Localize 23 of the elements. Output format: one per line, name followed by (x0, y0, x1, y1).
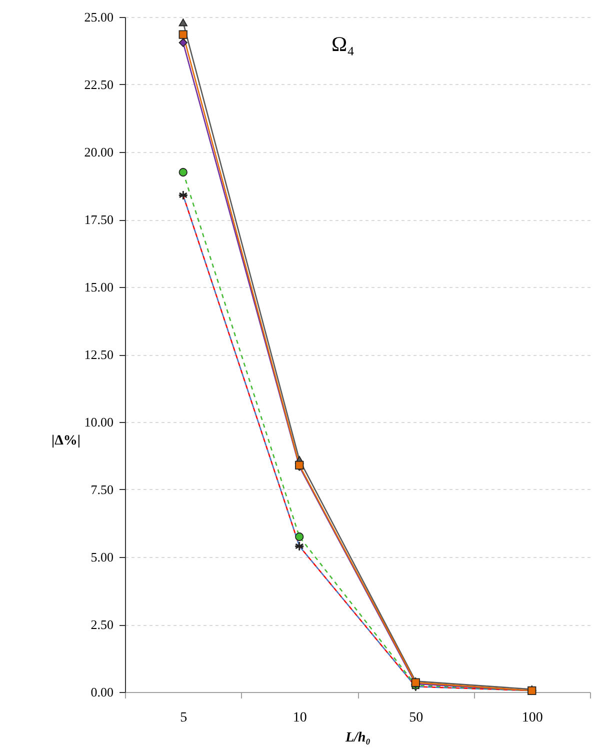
x-tick-label: 100 (522, 710, 543, 726)
point (178, 18, 188, 26)
point (295, 532, 304, 542)
y-tick-label: 7.50 (90, 482, 114, 497)
y-tick-label: 12.50 (84, 347, 114, 362)
y-tick-label: 0.00 (90, 684, 114, 700)
x-axis-title: L/h₀ (344, 730, 371, 746)
x-tick-label: 5 (180, 710, 188, 726)
y-tick-label: 22.50 (84, 77, 114, 92)
point (178, 38, 188, 47)
y-tick-label: 15.00 (84, 280, 114, 294)
point (178, 168, 188, 177)
y-tick-label: 17.50 (84, 212, 114, 227)
y-tick-label: 20.00 (84, 144, 114, 160)
y-tick-label: 10.00 (84, 414, 114, 430)
y-axis-title: |Δ%| (52, 434, 80, 448)
x-tick-label: 50 (409, 710, 424, 726)
y-tick-label: 5.00 (90, 550, 114, 564)
point (178, 30, 188, 39)
annotation: Ω₄ (332, 32, 354, 56)
y-tick-label: 25.00 (84, 10, 114, 24)
y-tick-label: 2.50 (90, 617, 114, 632)
x-tick-label: 10 (292, 710, 307, 726)
